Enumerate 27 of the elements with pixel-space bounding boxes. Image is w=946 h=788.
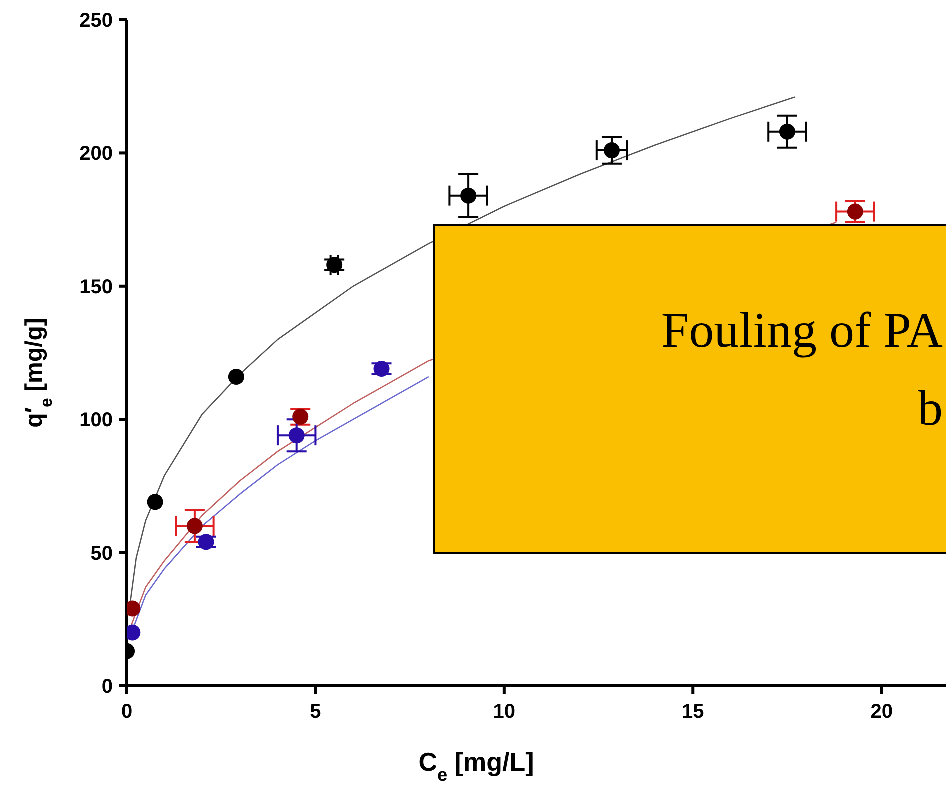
y-tick-label: 100 — [80, 410, 113, 432]
point — [228, 368, 244, 385]
point — [847, 204, 864, 220]
point — [147, 494, 164, 510]
x-tick-label: 15 — [682, 701, 704, 723]
point — [198, 534, 214, 550]
y-tick-label: 50 — [90, 542, 113, 565]
y-tick-label: 200 — [80, 143, 113, 166]
callout-box: Fouling of PA b — [433, 224, 946, 554]
x-tick-label: 20 — [870, 701, 893, 723]
annotation: Fouling of PA — [661, 301, 943, 360]
point — [604, 142, 620, 159]
point — [186, 518, 203, 534]
point — [326, 257, 343, 274]
point — [374, 360, 390, 377]
x-tick-label: 10 — [493, 701, 516, 723]
annotation: b — [918, 379, 943, 438]
x-tick-label: 0 — [121, 701, 133, 723]
x-axis-title: C$_{e}$ [mg/L] — [418, 747, 534, 785]
y-tick-label: 0 — [102, 676, 113, 698]
point — [292, 408, 309, 425]
point — [288, 428, 305, 444]
y-tick-label: 150 — [80, 276, 113, 298]
point — [460, 188, 477, 204]
x-tick-label: 5 — [310, 701, 322, 723]
y-tick-label: 250 — [80, 10, 113, 32]
point — [779, 124, 796, 140]
